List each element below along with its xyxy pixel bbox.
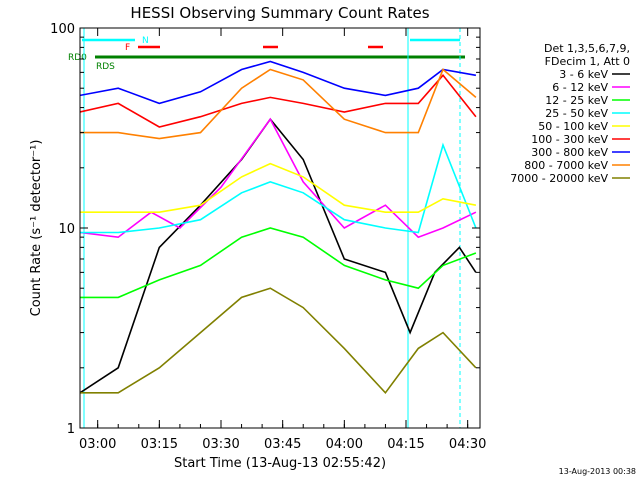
x-tick-label: 04:00 [326,437,363,452]
legend-header: FDecim 1, Att 0 [545,55,630,68]
legend-entry-label: 25 - 50 keV [545,107,608,120]
x-axis: 03:00 03:15 03:30 03:45 04:00 04:15 04:30 [79,28,486,452]
series-group [80,60,477,395]
series-line-7 [80,68,477,140]
legend: Det 1,3,5,6,7,9,FDecim 1, Att 03 - 6 keV… [510,42,630,185]
x-tick-label: 04:15 [387,437,424,452]
series-line-5 [80,74,477,128]
y-tick-label: 100 [50,22,75,37]
series-line-1 [80,117,477,239]
x-tick-label: 03:30 [202,437,239,452]
legend-entry-label: 100 - 300 keV [531,133,608,146]
flag-label: N [142,36,149,46]
x-tick-label: 03:45 [264,437,301,452]
flag-label: RDS [96,62,115,72]
x-tick-label: 04:30 [449,437,486,452]
series-line-4 [80,162,477,213]
flag-label: RD0 [68,53,87,63]
x-tick-label: 03:15 [141,437,178,452]
timestamp: 13-Aug-2013 00:38 [559,467,636,476]
y-axis-label: Count Rate (s⁻¹ detector⁻¹) [29,140,44,317]
legend-entry-label: 300 - 800 keV [531,146,608,159]
legend-entry-label: 6 - 12 keV [552,81,608,94]
legend-entry-label: 800 - 7000 keV [524,159,608,172]
x-tick-label: 03:00 [79,437,116,452]
legend-entry-label: 50 - 100 keV [538,120,608,133]
legend-header: Det 1,3,5,6,7,9, [544,42,630,55]
y-tick-label: 10 [58,222,75,237]
series-line-2 [80,227,477,299]
series-line-6 [80,60,477,105]
legend-entry-label: 12 - 25 keV [545,94,608,107]
series-line-3 [80,142,477,234]
chart-title: HESSI Observing Summary Count Rates [130,4,429,22]
y-axis: 1 10 100 [50,22,480,437]
series-line-8 [80,287,477,395]
flag-label: F [125,43,130,53]
legend-entry-label: 7000 - 20000 keV [510,172,608,185]
x-axis-label: Start Time (13-Aug-13 02:55:42) [174,456,386,471]
y-tick-label: 1 [67,422,75,437]
legend-entry-label: 3 - 6 keV [559,68,608,81]
